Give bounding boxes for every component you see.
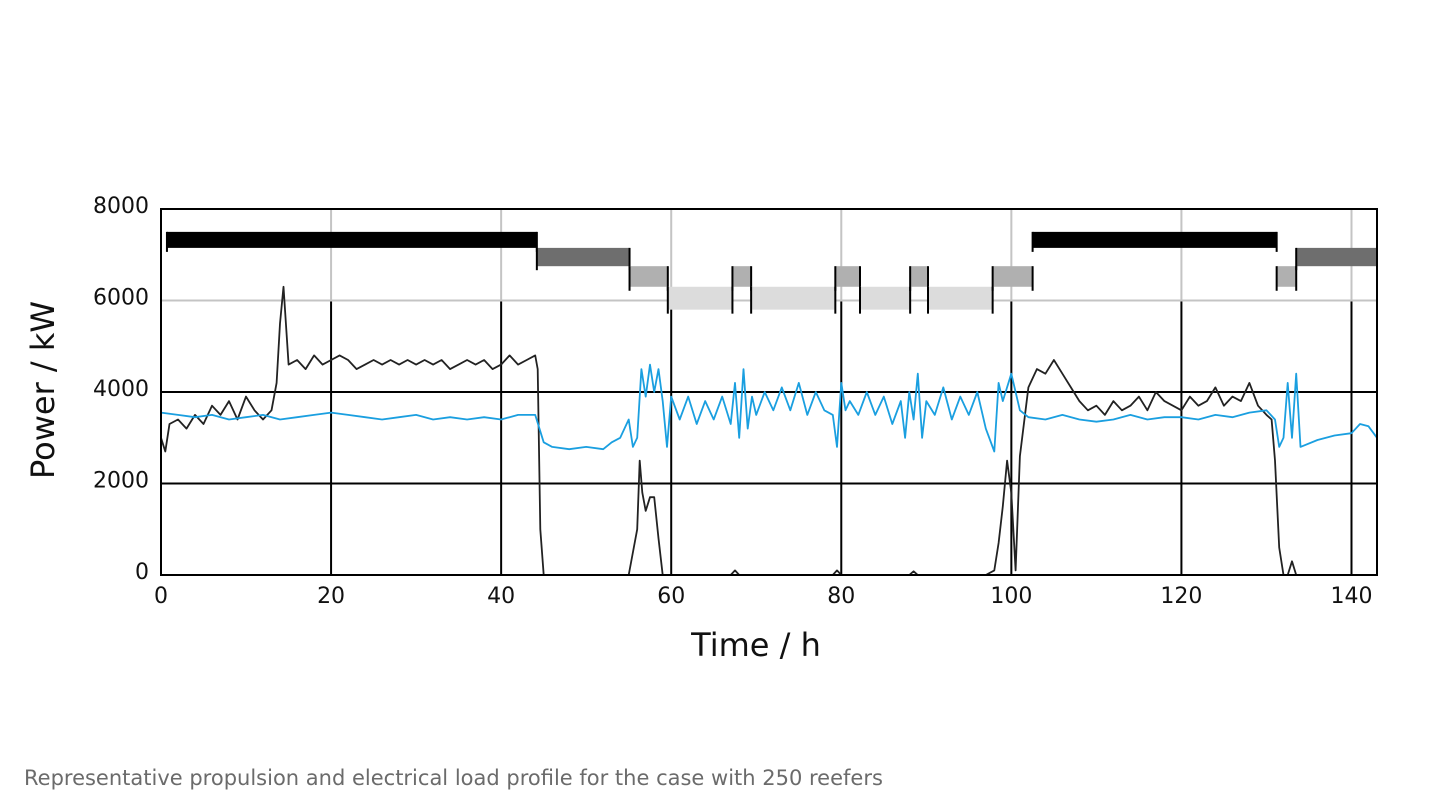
series-line-propulsion-load: [160, 285, 1377, 576]
x-tick-label-3: 60: [657, 584, 685, 609]
operation-band-7: [835, 266, 860, 287]
y-tick-label-4: 8000: [93, 194, 149, 219]
plot-frame: [160, 208, 1378, 576]
operation-band-14: [1296, 247, 1377, 267]
operation-band-10: [928, 286, 993, 310]
series-line-electrical-load: [160, 363, 1378, 453]
operation-bands: [165, 231, 1378, 314]
figure-caption: Representative propulsion and electrical…: [24, 766, 883, 790]
series-layer: [160, 285, 1378, 576]
operation-band-11: [992, 266, 1033, 287]
x-tick-label-1: 20: [317, 584, 345, 609]
x-tick-label-2: 40: [487, 584, 515, 609]
operation-band-1: [166, 231, 537, 248]
tick-labels: 0 20 40 60 80 100 120 140 0 2000 4000 6000 8000: [93, 194, 1372, 609]
x-tick-label-5: 100: [990, 584, 1032, 609]
x-tick-label-7: 140: [1330, 584, 1372, 609]
operation-band-5: [732, 266, 752, 287]
x-tick-label-6: 120: [1160, 584, 1202, 609]
operation-band-9: [910, 266, 929, 287]
x-tick-label-4: 80: [827, 584, 855, 609]
x-tick-label-0: 0: [154, 584, 168, 609]
y-tick-label-2: 4000: [93, 377, 149, 402]
x-axis-title: Time / h: [690, 626, 821, 664]
operation-band-6: [751, 286, 836, 310]
operation-band-12: [1032, 231, 1277, 248]
y-tick-label-3: 6000: [93, 286, 149, 311]
grid-layer: [161, 209, 1377, 575]
operation-band-2: [536, 247, 630, 267]
y-tick-label-1: 2000: [93, 469, 149, 494]
operation-band-3: [629, 266, 668, 287]
operation-band-4: [667, 286, 733, 310]
operation-band-13: [1276, 266, 1297, 287]
operation-band-8: [859, 286, 911, 310]
y-tick-label-0: 0: [135, 560, 149, 585]
y-axis-title: Power / kW: [24, 301, 62, 479]
